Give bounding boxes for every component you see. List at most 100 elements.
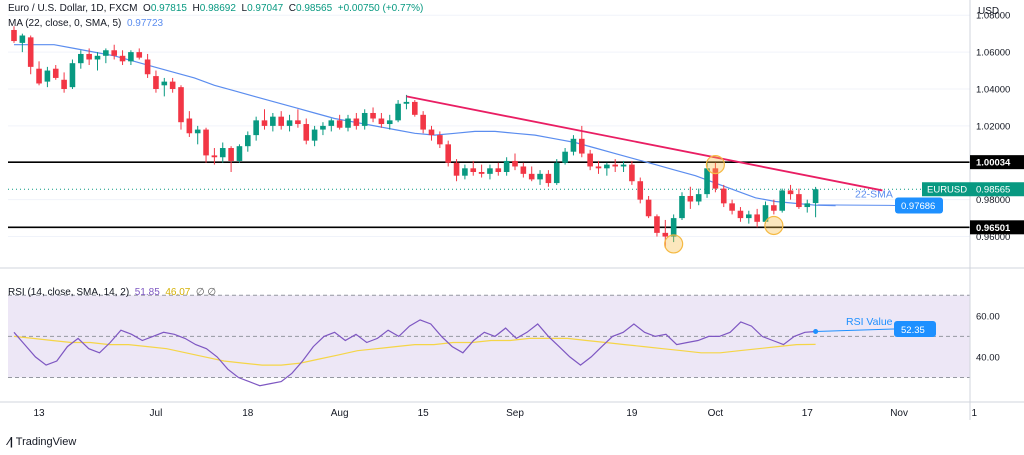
candle-body xyxy=(144,59,151,75)
price-tick-label: 0.96000 xyxy=(976,232,1010,243)
candle-body xyxy=(27,37,34,67)
candle-body xyxy=(620,164,627,167)
candle-body xyxy=(286,120,293,126)
candle-body xyxy=(370,112,376,119)
candle-body xyxy=(453,162,460,176)
candle-body xyxy=(503,160,510,172)
candle-body xyxy=(737,210,744,219)
candle-body xyxy=(704,168,710,195)
last-price-tag xyxy=(970,182,1024,197)
symbol-header: Euro / U.S. Dollar, 1D, FXCM O0.97815 H0… xyxy=(8,3,423,14)
rsi-value: 51.85 xyxy=(134,287,160,298)
open-value: 0.97815 xyxy=(150,3,187,14)
price-tick-label: 1.06000 xyxy=(976,48,1010,59)
rsi-ma-value: 46.07 xyxy=(165,287,191,298)
time-tick-label: Aug xyxy=(331,408,349,419)
time-tick-label: 19 xyxy=(626,408,638,419)
sma-connector xyxy=(817,204,896,206)
candle-body xyxy=(670,218,677,237)
candle-body xyxy=(386,120,393,125)
level-price-tag-label: 1.00034 xyxy=(976,158,1011,169)
candle-body xyxy=(487,168,493,174)
candle-body xyxy=(495,168,502,172)
change-value: +0.00750 (+0.77%) xyxy=(337,3,424,14)
candle-body xyxy=(645,199,652,217)
price-axis-title: USD xyxy=(978,6,999,17)
sma-value-tag-label: 0.97686 xyxy=(901,201,935,212)
candle-body xyxy=(353,118,360,126)
candle-body xyxy=(579,138,585,154)
tradingview-logo-icon: ⁄| xyxy=(8,436,13,448)
price-tick-label: 1.08000 xyxy=(976,11,1010,22)
candle-body xyxy=(812,189,819,204)
sma-value-tag xyxy=(895,197,943,214)
close-value: 0.98565 xyxy=(296,3,333,14)
candle-body xyxy=(311,129,318,141)
candle-body xyxy=(612,164,618,167)
highlight-circle xyxy=(705,155,726,175)
time-tick-label: Sep xyxy=(506,408,524,419)
candle-body xyxy=(545,173,552,184)
price-tags: 1.00034 0.96501 EURUSD 0.98565 22-SMA 0.97686 xyxy=(817,155,1024,235)
level-price-tag-label: 0.96501 xyxy=(976,223,1011,234)
candle-body xyxy=(36,68,42,84)
candle-body xyxy=(553,162,560,184)
candle-body xyxy=(420,114,426,130)
candle-body xyxy=(679,195,685,219)
candle-body xyxy=(11,29,17,42)
highlight-circle xyxy=(764,215,784,236)
axes: USD1.080001.060001.040001.020000.980000.… xyxy=(0,0,1024,420)
candle-body xyxy=(153,76,159,89)
candle-body xyxy=(203,129,209,156)
candle-body xyxy=(428,129,435,136)
rsi-header: RSI (14, close, SMA, 14, 2) 51.85 46.07 … xyxy=(8,287,216,298)
candle-body xyxy=(562,151,568,163)
sma-annotation: 22-SMA xyxy=(855,188,893,200)
candle-body xyxy=(94,55,101,60)
candle-body xyxy=(52,68,59,78)
candle-body xyxy=(261,120,268,126)
candle-body xyxy=(512,160,518,167)
last-price-tag-label: 0.98565 xyxy=(976,185,1010,196)
candle-body xyxy=(462,168,468,176)
time-tick-label: 15 xyxy=(418,408,430,419)
candle-body xyxy=(186,118,193,134)
candle-body xyxy=(412,101,418,115)
price-tick-label: 1.02000 xyxy=(976,121,1010,132)
open-label: O xyxy=(143,3,151,14)
candle-body xyxy=(178,87,184,123)
rsi-ma-line xyxy=(13,335,816,366)
candle-body xyxy=(537,173,543,180)
rsi-line xyxy=(13,319,816,387)
time-tick-label: Nov xyxy=(890,408,908,419)
candle-body xyxy=(219,148,226,158)
candle-body xyxy=(629,164,635,182)
highlight-circles xyxy=(664,155,784,254)
candlesticks xyxy=(11,26,819,248)
candle-body xyxy=(278,116,284,126)
highlight-circle xyxy=(664,234,684,254)
candle-body xyxy=(804,203,811,208)
candle-body xyxy=(119,55,126,62)
time-tick-label: 18 xyxy=(242,408,254,419)
tradingview-branding[interactable]: ⁄| TradingView xyxy=(8,436,76,448)
candle-body xyxy=(796,194,802,208)
candle-body xyxy=(712,168,719,189)
trendline xyxy=(406,95,883,192)
candle-body xyxy=(253,120,259,136)
candle-body xyxy=(169,81,176,89)
candle-body xyxy=(437,135,443,145)
candle-body xyxy=(328,120,335,126)
candle-body xyxy=(754,214,760,222)
candle-body xyxy=(595,166,602,169)
descending-trendline xyxy=(406,95,883,192)
low-value: 0.97047 xyxy=(247,3,284,14)
rsi-tick-label: 60.00 xyxy=(976,311,1000,322)
ma-value: 0.97723 xyxy=(126,18,164,29)
candle-body xyxy=(746,214,752,219)
candle-body xyxy=(470,168,477,172)
candle-body xyxy=(86,53,92,60)
candle-body xyxy=(44,70,51,82)
candle-body xyxy=(771,205,777,211)
